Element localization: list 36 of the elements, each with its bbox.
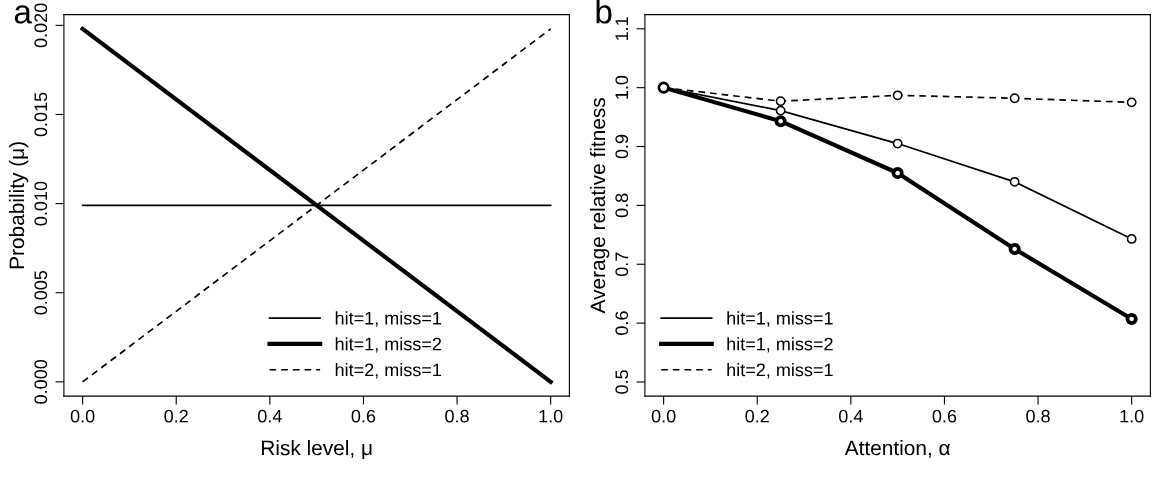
x-tick-label: 0.0 — [70, 409, 95, 423]
y-tick-label: 0.5 — [615, 370, 629, 394]
y-axis-title: Average relative fitness — [589, 98, 610, 314]
y-axis-title: Probability (μ) — [8, 142, 29, 269]
y-tick-label: 0.010 — [34, 181, 48, 226]
legend-label: hit=1, miss=1 — [335, 311, 442, 327]
y-tick-label: 0.9 — [615, 134, 629, 159]
x-tick-label: 0.6 — [351, 409, 376, 423]
x-axis-title: Risk level, μ — [261, 440, 372, 460]
x-tick-label: 0.6 — [932, 409, 957, 423]
chart-title: a — [14, 5, 32, 24]
y-tick-label: 0.8 — [615, 193, 629, 218]
y-tick-label: 1.1 — [615, 17, 628, 40]
x-tick-label: 0.4 — [839, 409, 863, 423]
x-tick-label: 0.4 — [258, 409, 282, 423]
x-tick-label: 0.8 — [1026, 409, 1050, 423]
x-tick-label: 1.0 — [1120, 409, 1144, 423]
y-tick-label: 0.015 — [34, 92, 48, 137]
y-tick-label: 1.0 — [615, 75, 629, 99]
y-tick-label: 0.020 — [34, 3, 48, 48]
chart-title: b — [596, 0, 612, 24]
x-tick-label: 0.0 — [651, 409, 676, 423]
legend-label: hit=2, miss=1 — [335, 363, 442, 379]
x-tick-label: 1.0 — [539, 409, 563, 423]
x-tick-label: 0.2 — [164, 409, 188, 423]
legend-label: hit=1, miss=2 — [335, 337, 442, 353]
y-tick-label: 0.6 — [615, 311, 629, 335]
x-axis-title: Attention, α — [844, 440, 950, 458]
y-tick-label: 0.000 — [34, 359, 48, 404]
x-tick-label: 0.8 — [445, 409, 469, 423]
x-tick-label: 0.2 — [745, 409, 769, 423]
legend-label: hit=1, miss=1 — [727, 311, 833, 327]
legend-label: hit=1, miss=2 — [727, 337, 833, 353]
legend-label: hit=2, miss=1 — [727, 363, 833, 379]
y-tick-label: 0.7 — [615, 252, 629, 277]
y-tick-label: 0.005 — [34, 270, 48, 315]
